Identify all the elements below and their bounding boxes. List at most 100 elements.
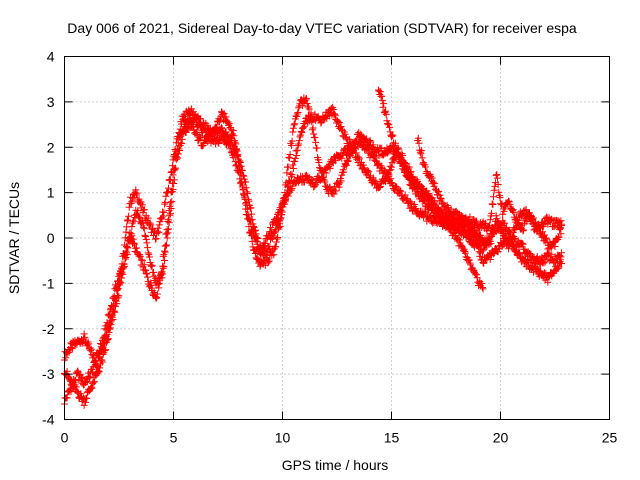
data-point <box>153 227 161 235</box>
x-axis-label: GPS time / hours <box>282 457 389 473</box>
data-point <box>308 176 316 184</box>
data-point <box>160 208 168 216</box>
data-point <box>146 219 154 227</box>
data-point <box>535 224 543 232</box>
data-point <box>117 274 125 282</box>
data-point <box>87 383 95 391</box>
data-point <box>137 198 145 206</box>
data-point <box>351 145 359 153</box>
grid <box>64 56 610 420</box>
data-point <box>547 251 555 259</box>
data-point <box>175 145 183 153</box>
data-point <box>163 226 171 234</box>
data-point <box>124 244 132 252</box>
data-point <box>485 223 493 231</box>
data-point <box>127 230 135 238</box>
data-point <box>140 261 148 269</box>
data-point <box>106 324 114 332</box>
data-point <box>80 330 88 338</box>
data-point <box>521 206 529 214</box>
data-point <box>398 157 406 165</box>
data-point <box>105 328 113 336</box>
data-point <box>437 208 445 216</box>
data-point <box>505 245 513 253</box>
data-point <box>83 394 91 402</box>
data-point <box>102 339 110 347</box>
data-point <box>68 377 76 385</box>
data-point <box>285 177 293 185</box>
data-point <box>329 106 337 114</box>
data-point <box>388 133 395 141</box>
data-point <box>490 186 498 194</box>
data-point <box>550 222 558 230</box>
data-points <box>61 86 566 409</box>
data-point <box>376 184 384 192</box>
data-point <box>406 198 414 206</box>
data-point <box>284 183 292 191</box>
data-point <box>87 345 95 353</box>
data-point <box>359 161 367 169</box>
data-point <box>321 178 329 186</box>
data-point <box>95 367 103 375</box>
data-point <box>508 207 516 215</box>
data-point <box>494 181 502 189</box>
data-point <box>385 170 393 178</box>
data-point <box>386 123 394 131</box>
data-point <box>138 201 146 209</box>
data-point <box>399 152 407 160</box>
data-point <box>272 225 280 233</box>
data-point <box>502 234 510 242</box>
data-point <box>80 401 88 409</box>
data-point <box>556 226 564 234</box>
data-point <box>238 181 246 189</box>
data-point <box>191 114 199 122</box>
data-point <box>100 334 108 342</box>
data-point <box>291 155 299 163</box>
data-point <box>525 209 533 217</box>
data-point <box>244 211 252 219</box>
data-point <box>332 187 340 195</box>
data-point <box>154 224 162 232</box>
data-point <box>352 139 360 147</box>
data-point <box>397 187 405 195</box>
data-point <box>401 167 409 175</box>
data-point <box>515 250 523 258</box>
data-point <box>176 146 184 154</box>
data-point <box>480 259 488 267</box>
data-point <box>558 259 566 267</box>
data-point <box>337 123 345 131</box>
data-point <box>520 226 528 234</box>
data-point <box>122 254 130 262</box>
data-point <box>289 161 297 169</box>
data-point <box>284 182 292 190</box>
data-point <box>225 139 233 147</box>
data-point <box>276 215 284 223</box>
data-point <box>134 207 142 215</box>
data-point <box>98 341 106 349</box>
data-point <box>141 231 149 239</box>
data-point <box>437 195 445 203</box>
data-point <box>136 251 144 259</box>
data-point <box>529 214 537 222</box>
data-point <box>416 148 424 156</box>
x-tick-label: 10 <box>275 430 291 446</box>
data-point <box>248 228 256 236</box>
data-point <box>115 292 123 300</box>
data-point <box>158 274 166 282</box>
data-point <box>518 239 526 247</box>
data-point <box>215 139 223 147</box>
data-point <box>247 220 255 228</box>
data-point <box>379 103 387 111</box>
data-point <box>62 354 70 362</box>
data-point <box>91 378 99 386</box>
data-point <box>388 179 395 187</box>
data-point <box>493 174 501 182</box>
data-point <box>428 174 436 182</box>
data-point <box>247 204 255 212</box>
data-point <box>273 221 281 229</box>
data-point <box>149 268 157 276</box>
data-point <box>418 147 426 155</box>
data-point <box>89 351 97 359</box>
data-point <box>128 223 136 231</box>
data-point <box>378 92 386 100</box>
